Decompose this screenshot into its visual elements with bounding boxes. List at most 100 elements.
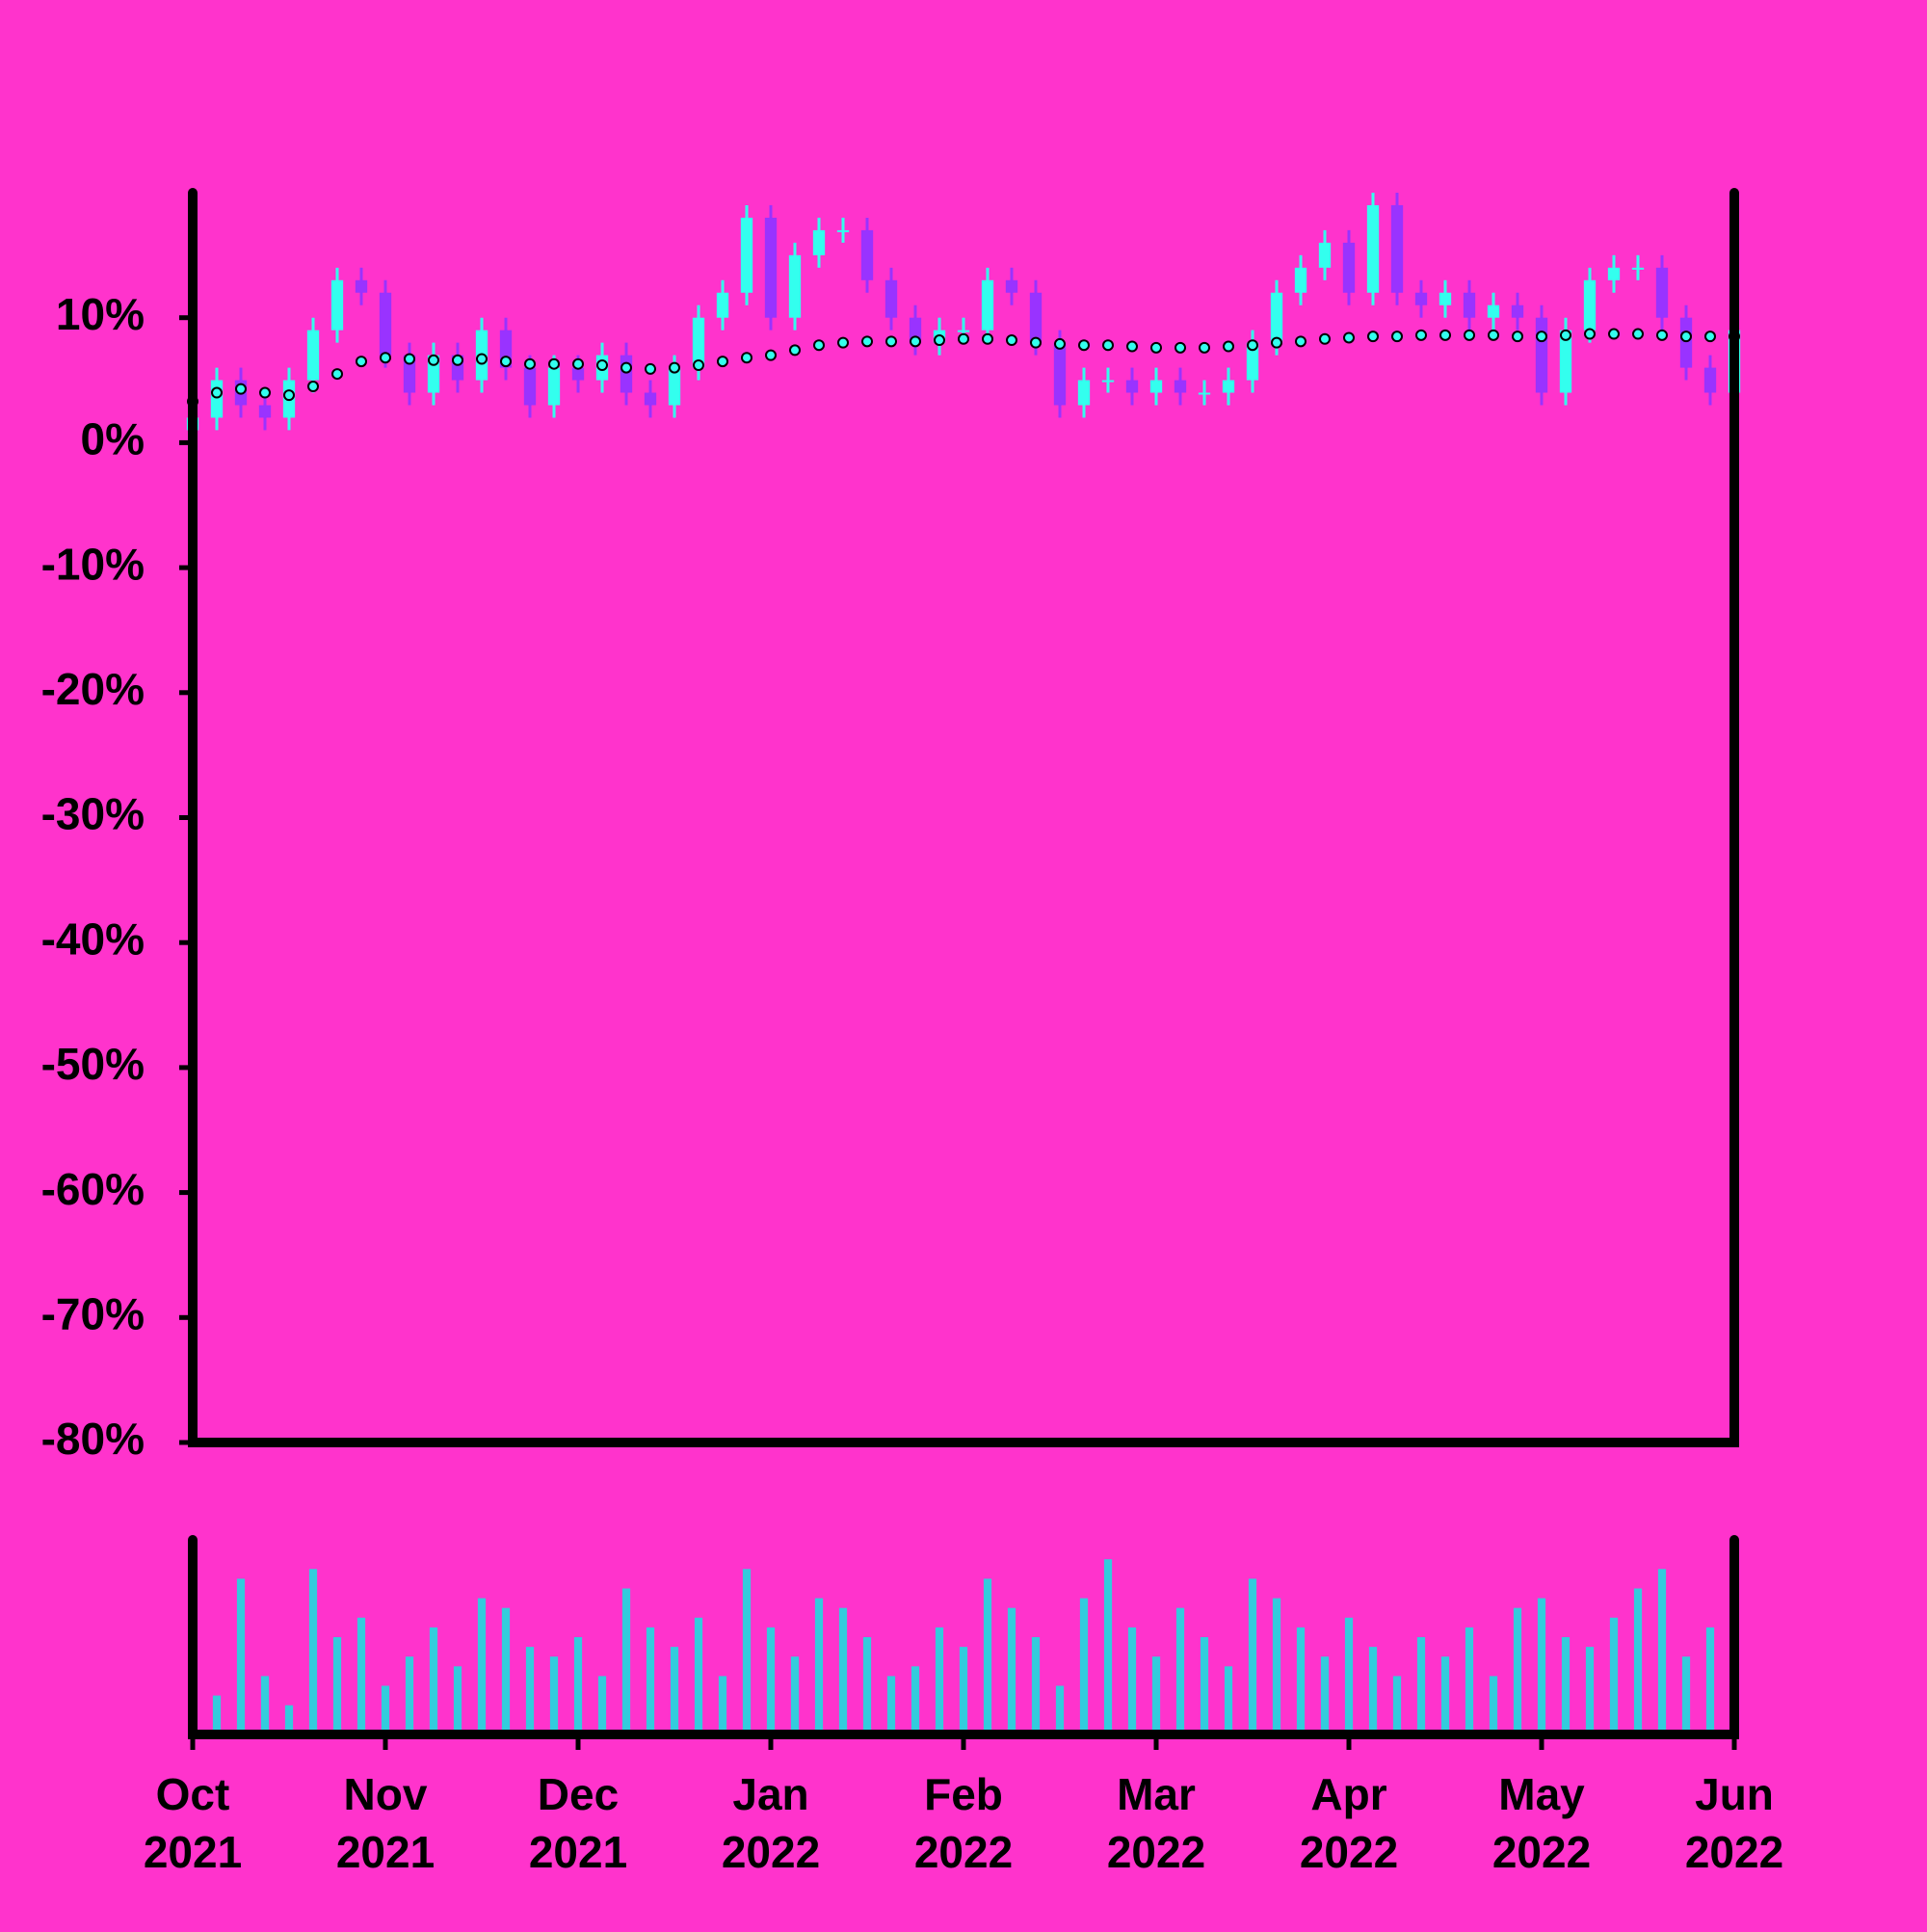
moving-average-point xyxy=(813,339,825,352)
moving-average-point xyxy=(1175,341,1186,354)
moving-average-point xyxy=(476,353,488,365)
moving-average-point xyxy=(789,344,801,357)
volume-bar xyxy=(1127,1627,1137,1734)
candle-body xyxy=(330,279,344,331)
volume-bar xyxy=(1055,1685,1065,1734)
moving-average-point xyxy=(500,356,512,368)
moving-average-point xyxy=(428,354,439,366)
y-tick-label: 10% xyxy=(56,289,145,339)
volume-bar xyxy=(356,1617,366,1734)
candle-body xyxy=(403,355,416,393)
moving-average-point xyxy=(572,357,584,370)
x-tick-label: Nov 2021 xyxy=(336,1769,435,1877)
volume-bar xyxy=(1537,1598,1546,1734)
candle-body xyxy=(884,279,898,318)
volume-bar xyxy=(1657,1569,1667,1734)
moving-average-point xyxy=(982,332,993,345)
moving-average-point xyxy=(283,389,295,402)
moving-average-point xyxy=(741,352,752,364)
candle-body xyxy=(523,367,537,406)
x-tick-label: Oct 2021 xyxy=(144,1769,242,1877)
moving-average-point xyxy=(1271,336,1282,349)
candle-body xyxy=(692,317,705,368)
volume-bar xyxy=(621,1588,631,1734)
volume-bar xyxy=(260,1676,270,1734)
candle-body xyxy=(1222,380,1235,393)
x-tick-label: Jun 2022 xyxy=(1685,1769,1783,1877)
candle-body xyxy=(210,380,224,418)
candle-body xyxy=(1583,279,1597,331)
candle-body xyxy=(1655,267,1669,318)
volume-bar xyxy=(959,1647,968,1734)
moving-average-point xyxy=(1247,339,1258,352)
volume-bar xyxy=(790,1656,800,1734)
volume-bar xyxy=(1609,1617,1619,1734)
candle-body xyxy=(1149,380,1163,393)
moving-average-point xyxy=(934,334,945,347)
frame xyxy=(188,188,1739,1739)
y-tick-label: -50% xyxy=(41,1039,145,1089)
candle-body xyxy=(1679,317,1693,368)
volume-bar xyxy=(1392,1676,1402,1734)
candle-body xyxy=(1294,267,1307,293)
volume-bar xyxy=(1079,1598,1089,1734)
volume-bar xyxy=(1224,1666,1233,1734)
volume-bar xyxy=(1248,1578,1257,1734)
x-tick-label: Feb 2022 xyxy=(914,1769,1013,1877)
moving-average-point xyxy=(1295,335,1307,348)
volume-bar xyxy=(742,1569,752,1734)
moving-average-point xyxy=(1536,331,1547,343)
moving-average-point xyxy=(331,368,343,381)
moving-average-point xyxy=(669,361,680,374)
moving-average-point xyxy=(356,356,367,368)
moving-average-point xyxy=(259,386,271,399)
moving-average-point xyxy=(1102,339,1114,352)
candle-body xyxy=(620,355,633,393)
volume-bar xyxy=(477,1598,487,1734)
volume-bar xyxy=(1440,1656,1450,1734)
moving-average-point xyxy=(910,335,921,348)
candle-body xyxy=(1535,317,1548,393)
candle-body xyxy=(788,254,802,318)
moving-average-point xyxy=(1512,331,1523,343)
moving-average-point xyxy=(765,349,777,361)
volume-bar xyxy=(1465,1627,1474,1734)
volume-bar xyxy=(911,1666,920,1734)
moving-average-point xyxy=(1367,331,1379,343)
candle-body xyxy=(547,367,561,406)
candle-body xyxy=(1463,292,1476,318)
moving-average-point xyxy=(885,335,897,348)
moving-average-point xyxy=(452,354,463,366)
candle-body xyxy=(909,317,922,343)
volume-bar xyxy=(1151,1656,1161,1734)
moving-average-point xyxy=(1319,332,1331,345)
volume-bar xyxy=(1633,1588,1643,1734)
volume-bar xyxy=(862,1637,872,1734)
candle-body xyxy=(716,292,729,318)
moving-average-point xyxy=(1078,339,1090,352)
candle-body xyxy=(1607,267,1621,280)
y-tick-label: -20% xyxy=(41,664,145,714)
y-tick-label: -70% xyxy=(41,1288,145,1338)
moving-average-point xyxy=(1584,328,1596,340)
volume-bar xyxy=(1561,1637,1571,1734)
moving-average-point xyxy=(1560,329,1571,341)
volume-bar xyxy=(1513,1607,1522,1734)
volume-bar xyxy=(1296,1627,1306,1734)
volume-bar xyxy=(718,1676,727,1734)
moving-average-point xyxy=(1704,331,1716,343)
volume-bar xyxy=(453,1666,462,1734)
moving-average-point xyxy=(1126,340,1138,353)
candle-body xyxy=(836,229,850,232)
moving-average-point xyxy=(717,356,728,368)
candle-body xyxy=(957,330,970,332)
volume-panel-frame xyxy=(188,1535,1739,1739)
y-tick-label: -10% xyxy=(41,539,145,589)
candle-body xyxy=(1487,304,1500,318)
candle-body xyxy=(1703,367,1717,393)
volume-bar xyxy=(1272,1598,1281,1734)
moving-average-point xyxy=(1150,341,1162,354)
candle-body xyxy=(1390,204,1404,293)
x-tick-label: Jan 2022 xyxy=(722,1769,820,1877)
volume-bar xyxy=(646,1627,655,1734)
